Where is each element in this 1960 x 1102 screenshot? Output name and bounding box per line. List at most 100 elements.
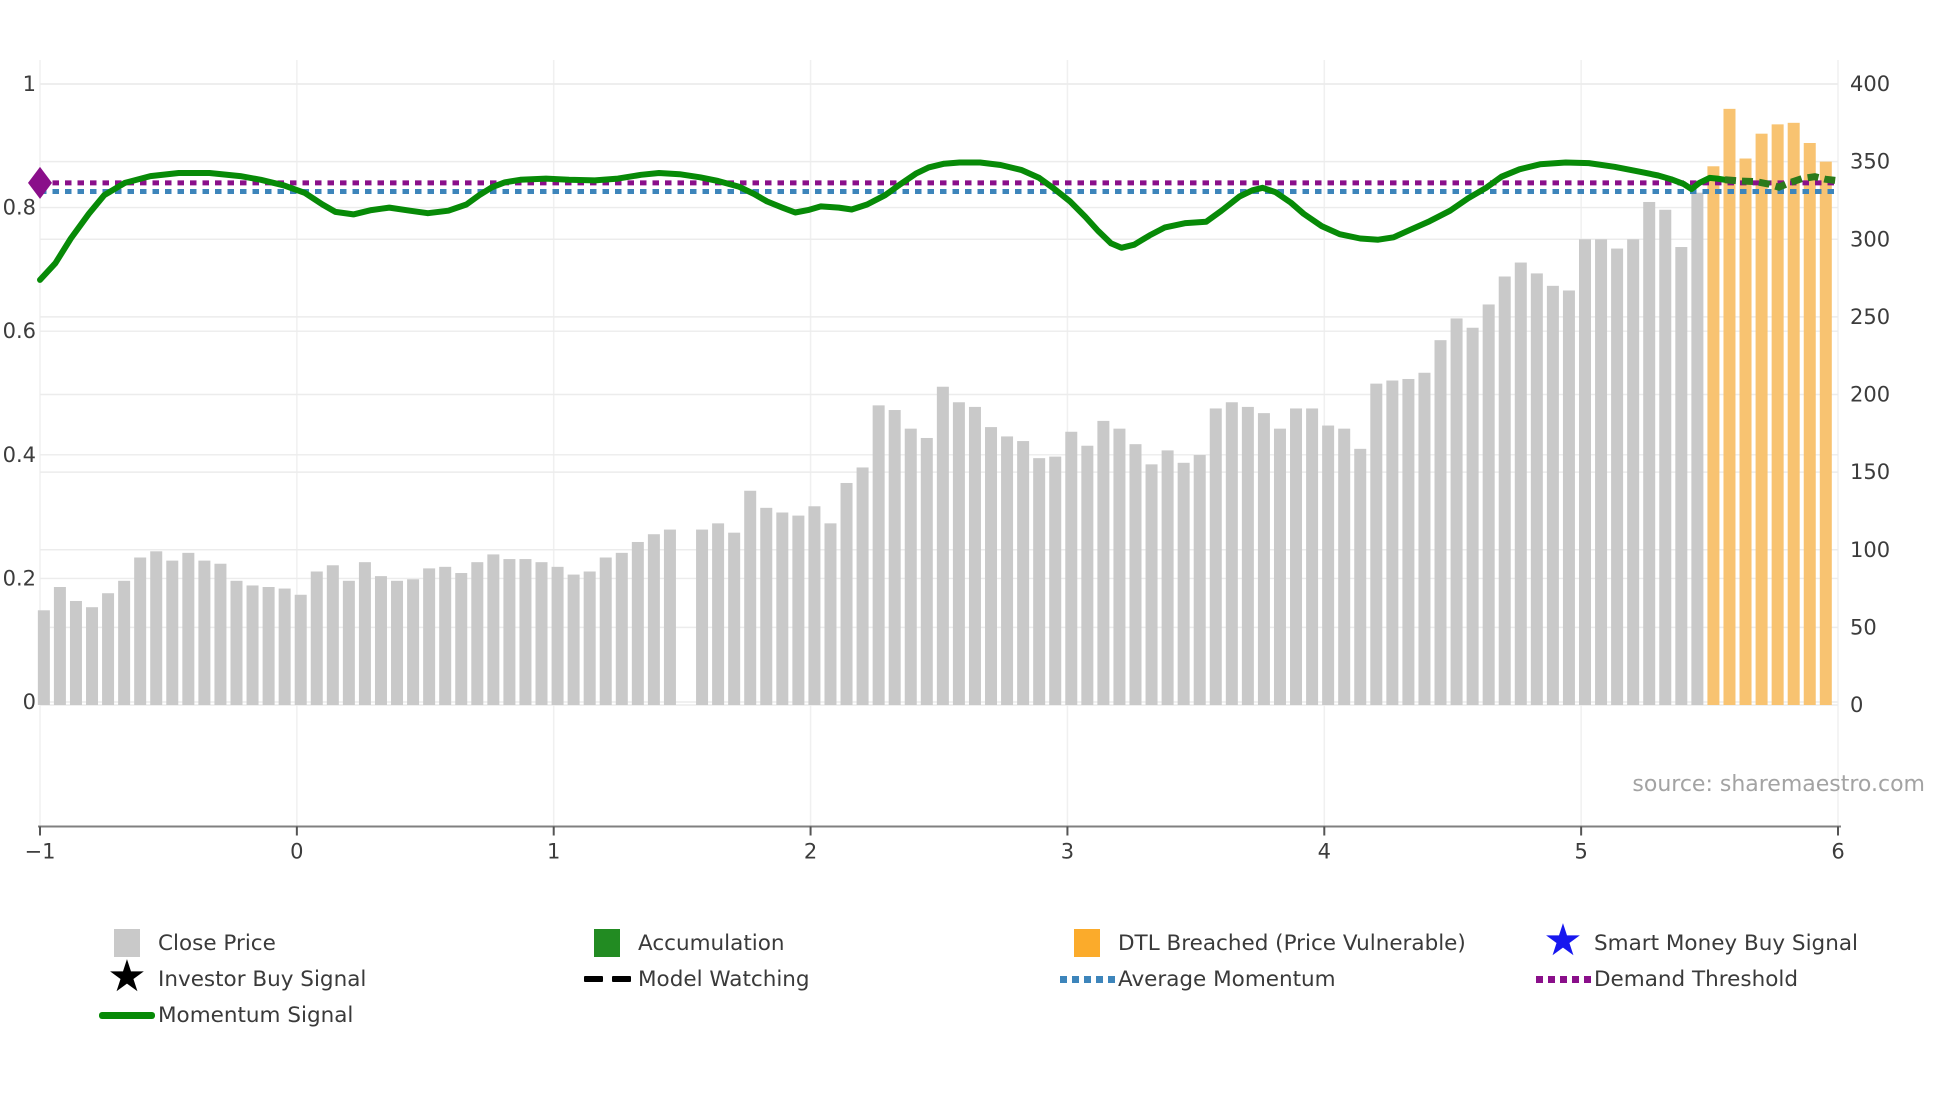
close-price-bar[interactable] [1562,290,1575,705]
close-price-bar[interactable] [214,563,227,705]
close-price-bar[interactable] [1386,380,1399,705]
close-price-bar[interactable] [615,552,628,705]
close-price-bar[interactable] [599,557,612,705]
close-price-bar[interactable] [423,568,436,705]
close-price-bar[interactable] [1273,428,1286,705]
close-price-bar[interactable] [326,565,339,705]
legend-item-close-price[interactable]: Close Price [96,925,276,961]
close-price-bar[interactable] [1065,431,1078,705]
close-price-bar[interactable] [134,557,147,705]
close-price-bar[interactable] [1209,408,1222,705]
close-price-bar[interactable] [840,482,853,705]
legend-item-momentum-signal[interactable]: Momentum Signal [96,997,353,1033]
close-price-bar[interactable] [696,529,709,705]
legend-item-accumulation[interactable]: Accumulation [576,925,785,961]
close-price-bar[interactable] [1450,318,1463,705]
close-price-bar[interactable] [1482,304,1495,705]
close-price-bar[interactable] [102,593,115,705]
close-price-bar[interactable] [358,562,371,705]
close-price-bar[interactable] [471,562,484,705]
close-price-bar[interactable] [872,405,885,705]
close-price-bar[interactable] [278,588,291,705]
close-price-bar[interactable] [968,406,981,705]
legend-item-model-watching[interactable]: Model Watching [576,961,810,997]
close-price-bar[interactable] [583,571,596,705]
close-price-bar[interactable] [86,607,99,705]
dtl-breached-bar[interactable] [1707,166,1720,706]
close-price-bar[interactable] [856,467,869,705]
close-price-bar[interactable] [1161,450,1174,705]
close-price-bar[interactable] [728,532,741,705]
close-price-bar[interactable] [1434,340,1447,705]
dtl-breached-bar[interactable] [1771,124,1784,706]
close-price-bar[interactable] [1001,436,1014,705]
close-price-bar[interactable] [1514,262,1527,705]
close-price-bar[interactable] [1546,285,1559,705]
dtl-breached-bar[interactable] [1819,161,1832,705]
close-price-bar[interactable] [1643,201,1656,706]
close-price-bar[interactable] [1129,444,1142,705]
close-price-bar[interactable] [1370,383,1383,705]
close-price-bar[interactable] [760,507,773,705]
close-price-bar[interactable] [69,600,82,705]
close-price-bar[interactable] [1659,209,1672,705]
close-price-bar[interactable] [37,610,50,705]
close-price-bar[interactable] [1675,247,1688,705]
close-price-bar[interactable] [1611,248,1624,705]
close-price-bar[interactable] [712,523,725,705]
close-price-bar[interactable] [1033,458,1046,705]
close-price-bar[interactable] [262,587,275,705]
close-price-bar[interactable] [936,386,949,705]
close-price-bar[interactable] [567,574,580,705]
close-price-bar[interactable] [1257,413,1270,705]
close-price-bar[interactable] [1177,462,1190,705]
dtl-breached-bar[interactable] [1739,158,1752,705]
close-price-bar[interactable] [310,571,323,705]
close-price-bar[interactable] [1225,402,1238,705]
close-price-bar[interactable] [1081,445,1094,705]
close-price-bar[interactable] [1097,420,1110,705]
close-price-bar[interactable] [1338,428,1351,705]
close-price-bar[interactable] [519,559,532,705]
close-price-bar[interactable] [1691,192,1704,706]
close-price-bar[interactable] [1145,464,1158,705]
close-price-bar[interactable] [1193,455,1206,705]
close-price-bar[interactable] [824,523,837,705]
close-price-bar[interactable] [1627,239,1640,705]
close-price-bar[interactable] [166,560,179,705]
close-price-bar[interactable] [1322,425,1335,705]
close-price-bar[interactable] [792,515,805,705]
close-price-bar[interactable] [631,541,644,705]
dtl-breached-bar[interactable] [1755,133,1768,705]
close-price-bar[interactable] [230,580,243,705]
close-price-bar[interactable] [551,566,564,705]
close-price-bar[interactable] [776,512,789,705]
close-price-bar[interactable] [647,534,660,705]
dtl-breached-bar[interactable] [1787,122,1800,705]
close-price-bar[interactable] [53,587,66,705]
close-price-bar[interactable] [487,554,500,705]
close-price-bar[interactable] [663,529,676,705]
close-price-bar[interactable] [744,490,757,705]
close-price-bar[interactable] [535,562,548,705]
close-price-bar[interactable] [1595,239,1608,705]
close-price-bar[interactable] [455,573,468,705]
close-price-bar[interactable] [1530,273,1543,705]
close-price-bar[interactable] [391,580,404,705]
legend-item-investor-buy-signal[interactable]: ★ Investor Buy Signal [96,955,366,999]
close-price-bar[interactable] [150,551,163,705]
dtl-breached-bar[interactable] [1723,108,1736,706]
close-price-bar[interactable] [1578,239,1591,705]
close-price-bar[interactable] [439,566,452,705]
close-price-bar[interactable] [888,410,901,705]
close-price-bar[interactable] [1290,408,1303,705]
close-price-bar[interactable] [1306,408,1319,705]
close-price-bar[interactable] [952,402,965,705]
close-price-bar[interactable] [904,428,917,705]
close-price-bar[interactable] [407,579,420,705]
close-price-bar[interactable] [374,576,387,705]
close-price-bar[interactable] [920,437,933,705]
close-price-bar[interactable] [503,559,516,705]
legend-item-average-momentum[interactable]: Average Momentum [1056,961,1336,997]
close-price-bar[interactable] [1498,276,1511,705]
